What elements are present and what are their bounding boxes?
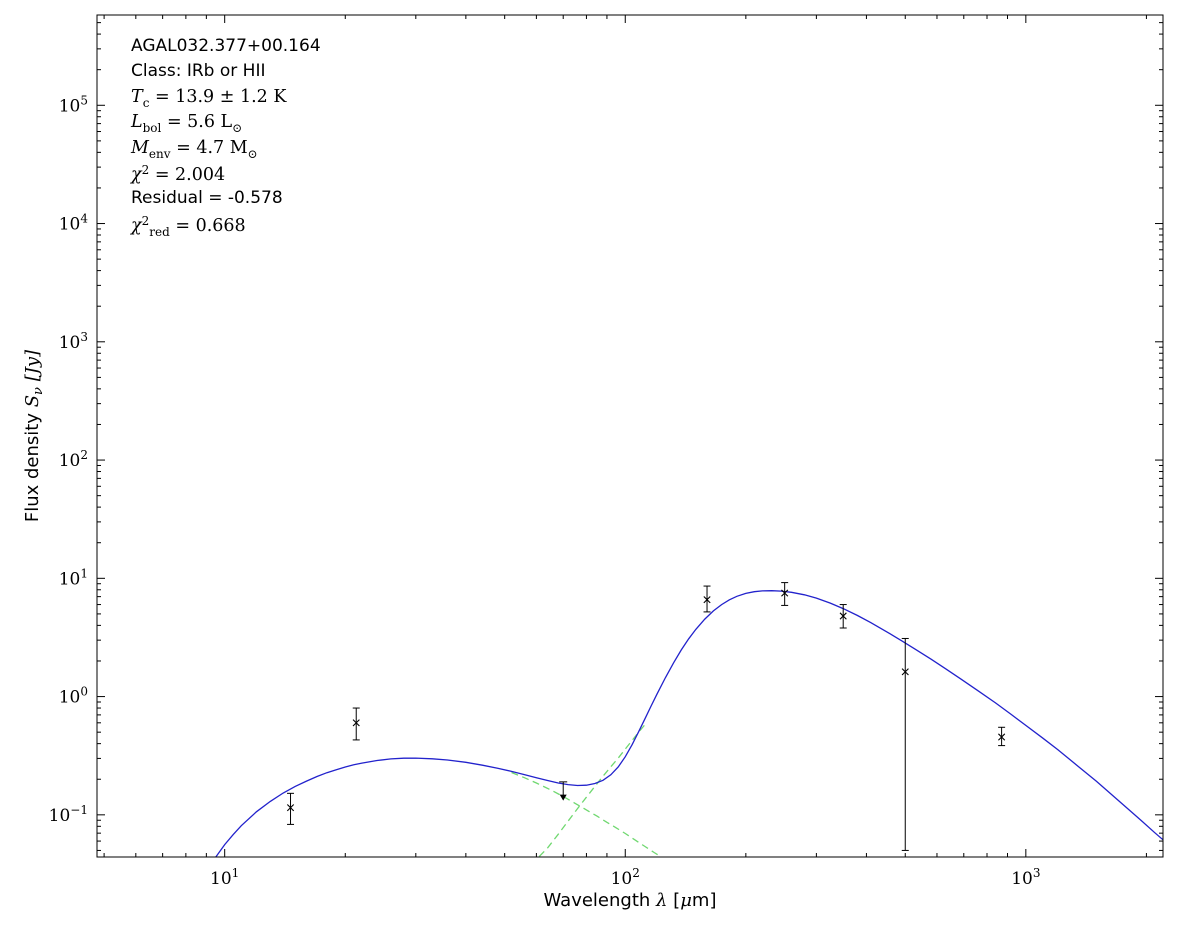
annotation-segment: 2 <box>141 213 150 228</box>
annotation-segment: χ <box>131 164 142 185</box>
data-marker <box>998 733 1006 741</box>
x-tick-label: 103 <box>1011 866 1040 889</box>
data-marker <box>352 719 360 727</box>
annotation-segment: Class: IRb or HII <box>131 61 266 82</box>
annotation-line: χ2red = 0.668 <box>131 214 321 239</box>
y-tick-label: 100 <box>59 685 88 708</box>
annotation-line: Class: IRb or HII <box>131 61 321 86</box>
annotation-segment: c <box>142 95 150 110</box>
y-tick-label: 103 <box>59 330 88 353</box>
y-tick-label: 101 <box>59 566 88 589</box>
annotation-segment: 2 <box>141 162 150 177</box>
annotation-segment: ⊙ <box>232 121 243 136</box>
data-marker <box>839 612 847 620</box>
plot-frame <box>96 14 1164 858</box>
y-tick-label: 10−1 <box>49 803 88 826</box>
annotation-segment: = 0.668 <box>169 215 246 236</box>
data-marker <box>901 668 909 676</box>
annotation-line: AGAL032.377+00.164 <box>131 36 321 61</box>
y-axis-label: Flux density Sν [Jy] <box>22 349 46 522</box>
annotation-segment: AGAL032.377+00.164 <box>131 36 321 56</box>
model-total-curve <box>215 590 1163 857</box>
x-axis-label: Wavelength λ [μm] <box>544 890 717 911</box>
data-marker <box>286 804 295 812</box>
annotation-line: Menv = 4.7 M⊙ <box>131 138 321 163</box>
annotation-segment: ⊙ <box>247 146 258 161</box>
upper-limit-arrow-icon <box>559 794 567 801</box>
annotation-segment: Residual = -0.578 <box>131 188 283 209</box>
x-tick-label: 102 <box>611 866 640 889</box>
annotation-segment: = 2.004 <box>149 164 226 185</box>
curves-layer <box>215 590 1163 857</box>
annotation-line: Lbol = 5.6 L⊙ <box>131 112 321 137</box>
annotation-line: Tc = 13.9 ± 1.2 K <box>131 87 321 112</box>
annotation-segment: M <box>131 137 149 158</box>
cold-component-curve <box>538 724 646 857</box>
fit-parameters-annotation: AGAL032.377+00.164 Class: IRb or HII Tc = … <box>131 36 321 239</box>
ticks-layer: 101 102 103 10−1 100 101 102 103 104 105 <box>49 15 1163 889</box>
data-marker <box>703 596 711 604</box>
annotation-segment: red <box>149 224 170 239</box>
annotation-segment: = 4.7 M <box>170 137 248 158</box>
y-tick-label: 105 <box>59 93 88 116</box>
y-tick-label: 104 <box>59 212 89 235</box>
annotation-segment: χ <box>131 215 142 236</box>
annotation-line: Residual = -0.578 <box>131 188 321 213</box>
annotation-segment: T <box>131 86 143 107</box>
y-tick-label: 102 <box>59 448 88 471</box>
data-points-layer <box>286 582 1006 851</box>
annotation-segment: L <box>131 112 143 133</box>
warm-component-curve <box>511 771 663 857</box>
x-tick-label: 101 <box>210 866 239 889</box>
annotation-segment: = 13.9 ± 1.2 K <box>149 86 287 107</box>
annotation-segment: = 5.6 L <box>161 112 233 133</box>
data-marker <box>781 589 789 597</box>
annotation-segment: env <box>148 146 171 161</box>
annotation-line: χ2 = 2.004 <box>131 163 321 188</box>
annotation-segment: bol <box>142 121 162 136</box>
